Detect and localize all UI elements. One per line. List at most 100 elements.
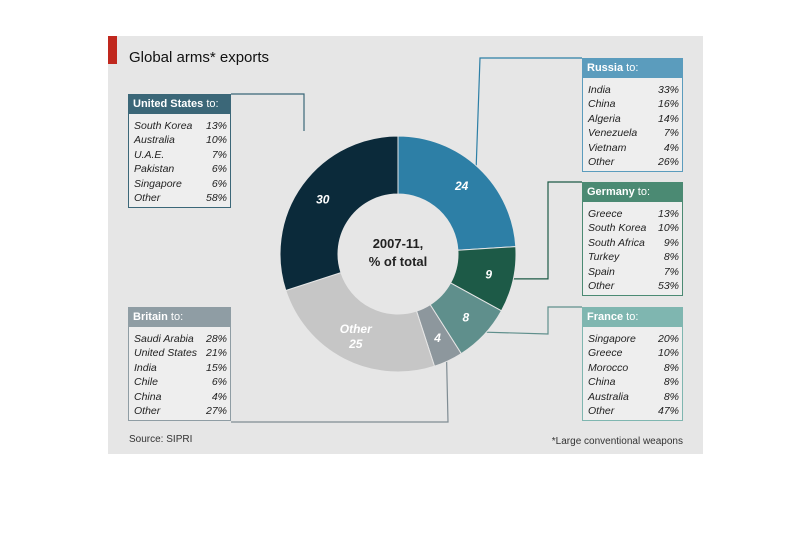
destination-share: 28% — [205, 333, 227, 345]
center-label-line2: % of total — [369, 254, 428, 269]
breakdown-row: Other 26% — [588, 155, 679, 169]
destination-share: 4% — [211, 390, 227, 403]
destination-name: Chile — [134, 376, 158, 389]
destination-name: U.A.E. — [134, 148, 165, 161]
breakdown-header: France to: — [582, 307, 683, 327]
destination-share: 21% — [205, 347, 227, 360]
destination-share: 7% — [211, 148, 227, 161]
destination-share: 10% — [657, 222, 679, 235]
destination-name: South Korea — [588, 222, 647, 235]
destination-name: Other — [134, 191, 161, 204]
destination-share: 58% — [205, 191, 227, 204]
destination-name: Venezuela — [588, 127, 638, 140]
destination-name: United States — [134, 347, 198, 360]
destination-name: Singapore — [588, 333, 636, 345]
destination-name: China — [588, 376, 616, 389]
destination-name: India — [134, 361, 157, 374]
destination-share: 8% — [663, 251, 679, 264]
connector-us — [231, 93, 305, 131]
destination-share: 26% — [657, 155, 679, 168]
destination-name: Pakistan — [134, 163, 175, 176]
breakdown-row: Morocco 8% — [588, 361, 679, 375]
country-name: United States — [133, 98, 204, 110]
slice-value-label: 4 — [433, 331, 441, 345]
breakdown-box-de: Germany to: Greece 13% South Korea 10% South… — [582, 182, 683, 297]
breakdown-row: Greece 13% — [588, 207, 679, 221]
destination-share: 8% — [663, 361, 679, 374]
source-note: Source: SIPRI — [129, 434, 193, 445]
breakdown-rows: Greece 13% South Korea 10% South Africa 9% Tur… — [582, 202, 683, 297]
donut-slices — [279, 135, 517, 373]
to-label: to: — [626, 62, 639, 74]
to-label: to: — [206, 98, 219, 110]
destination-name: Turkey — [588, 251, 620, 264]
destination-name: China — [588, 98, 616, 111]
destination-name: South Korea — [134, 120, 193, 132]
breakdown-row: Other 27% — [134, 404, 227, 418]
chart-title: Global arms* exports — [129, 49, 270, 66]
breakdown-row: South Korea 10% — [588, 221, 679, 235]
destination-share: 14% — [657, 112, 679, 125]
destination-share: 6% — [211, 177, 227, 190]
breakdown-row: China 4% — [134, 390, 227, 404]
to-label: to: — [637, 186, 650, 198]
donut-slice — [279, 135, 399, 292]
breakdown-rows: Saudi Arabia 28% United States 21% India 15% C… — [128, 327, 231, 422]
destination-share: 53% — [657, 279, 679, 292]
destination-name: South Africa — [588, 236, 645, 249]
breakdown-rows: Singapore 20% Greece 10% Morocco 8% China 8% Aus… — [582, 327, 683, 422]
breakdown-row: Other 58% — [134, 191, 227, 205]
breakdown-row: Spain 7% — [588, 265, 679, 279]
destination-share: 27% — [205, 404, 227, 417]
destination-share: 4% — [663, 141, 679, 154]
country-name: Russia — [587, 62, 624, 74]
breakdown-row: South Korea 13% — [134, 119, 227, 133]
destination-share: 20% — [657, 333, 679, 345]
connector-france — [481, 306, 582, 335]
destination-share: 8% — [663, 390, 679, 403]
connector-germany — [509, 181, 582, 280]
connector-russia — [475, 57, 582, 171]
brand-red-bar — [108, 36, 117, 64]
destination-name: Other — [588, 279, 615, 292]
breakdown-row: U.A.E. 7% — [134, 148, 227, 162]
donut-slice — [285, 271, 436, 373]
breakdown-row: Singapore 20% — [588, 332, 679, 346]
breakdown-row: Other 47% — [588, 404, 679, 418]
donut-slice — [397, 135, 517, 251]
breakdown-rows: South Korea 13% Australia 10% U.A.E. 7% Pakist… — [128, 114, 231, 209]
breakdown-row: India 15% — [134, 361, 227, 375]
destination-share: 6% — [211, 376, 227, 389]
connector-britain — [231, 357, 449, 423]
destination-name: India — [588, 84, 611, 96]
breakdown-rows: India 33% China 16% Algeria 14% Venezuela 7% Vie… — [582, 78, 683, 173]
destination-share: 6% — [211, 163, 227, 176]
destination-share: 10% — [205, 134, 227, 147]
destination-name: Australia — [134, 134, 175, 147]
to-label: to: — [626, 311, 639, 323]
breakdown-row: Algeria 14% — [588, 112, 679, 126]
footnote: *Large conventional weapons — [551, 436, 683, 447]
breakdown-row: Greece 10% — [588, 346, 679, 360]
destination-name: Morocco — [588, 361, 629, 374]
center-label-line1: 2007-11, — [373, 236, 424, 251]
breakdown-row: Vietnam 4% — [588, 141, 679, 155]
breakdown-header: United States to: — [128, 94, 231, 114]
breakdown-box-uk: Britain to: Saudi Arabia 28% United States… — [128, 307, 231, 422]
breakdown-header: Germany to: — [582, 182, 683, 202]
destination-share: 7% — [663, 127, 679, 140]
destination-name: Other — [588, 155, 615, 168]
breakdown-header: Russia to: — [582, 58, 683, 78]
breakdown-row: United States 21% — [134, 346, 227, 360]
breakdown-row: China 16% — [588, 97, 679, 111]
destination-name: Saudi Arabia — [134, 333, 194, 345]
country-name: Britain — [133, 311, 168, 323]
destination-name: Greece — [588, 347, 623, 360]
breakdown-row: South Africa 9% — [588, 236, 679, 250]
destination-share: 10% — [657, 347, 679, 360]
destination-name: Australia — [588, 390, 629, 403]
destination-name: Singapore — [134, 177, 182, 190]
breakdown-row: Other 53% — [588, 279, 679, 293]
